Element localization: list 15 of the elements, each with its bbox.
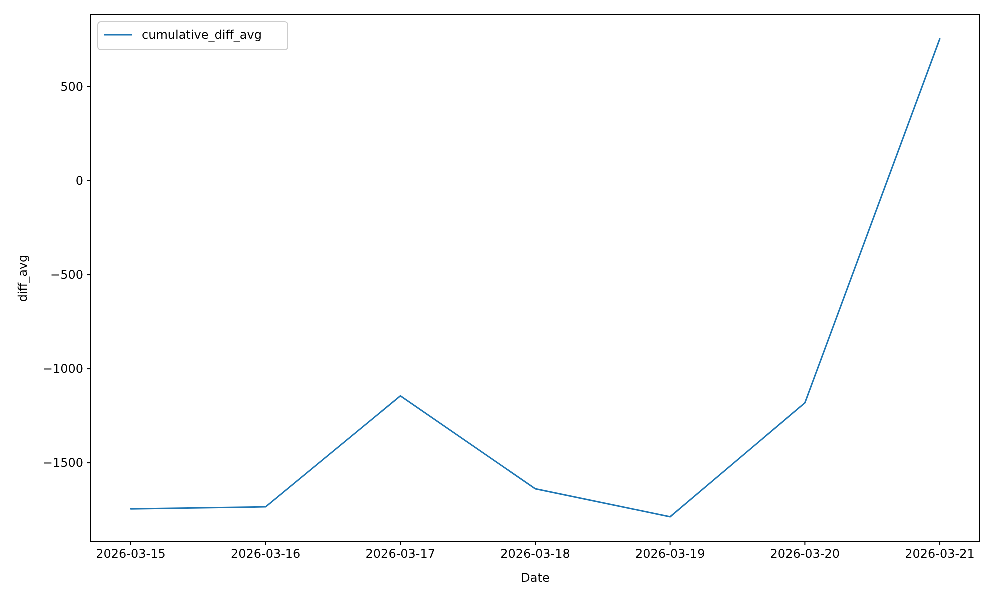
x-axis-title: Date (521, 571, 550, 585)
x-tick-label: 2026-03-21 (905, 547, 975, 562)
x-tick-label: 2026-03-19 (635, 547, 706, 562)
x-tick-label: 2026-03-16 (230, 547, 301, 562)
y-tick-label: 500 (60, 80, 84, 94)
legend-label: cumulative_diff_avg (142, 28, 262, 42)
x-tick-label: 2026-03-15 (96, 547, 166, 562)
y-tick-label: 0 (76, 174, 84, 188)
y-tick-label: −500 (50, 268, 84, 282)
x-tick-label: 2026-03-17 (366, 547, 436, 562)
x-tick-label: 2026-03-20 (770, 547, 840, 562)
y-tick-label: −1500 (42, 456, 84, 470)
y-tick-label: −1000 (42, 362, 84, 376)
x-tick-label: 2026-03-18 (500, 547, 570, 562)
y-axis-title: diff_avg (16, 254, 30, 302)
